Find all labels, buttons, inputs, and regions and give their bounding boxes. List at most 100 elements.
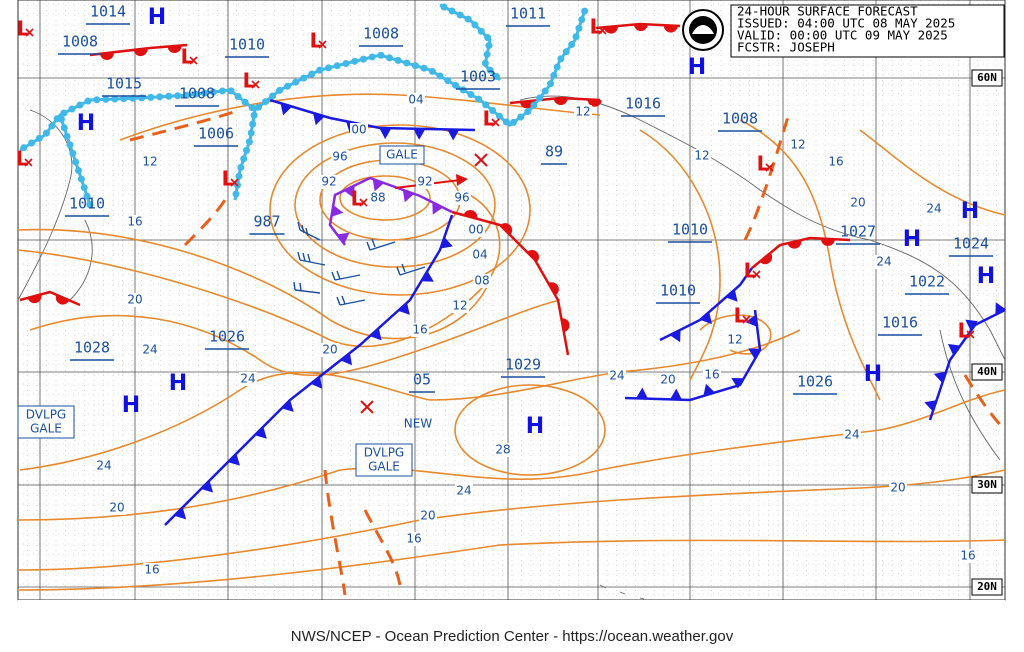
low-center: L [757, 152, 770, 176]
lat-label: 40N [977, 365, 997, 378]
front-triangle [398, 302, 410, 315]
low-center: L [958, 319, 971, 343]
coast-namerica [939, 329, 1001, 461]
trough-dot [192, 90, 200, 98]
front-semicircle [463, 209, 478, 219]
trough-dot [66, 141, 74, 149]
trough-dot [471, 21, 479, 29]
trough-dot [35, 134, 43, 142]
pressure-label: 1011 [510, 5, 546, 23]
front-triangle [440, 237, 453, 249]
trough-dot [509, 118, 517, 126]
high-center: H [864, 362, 882, 387]
pressure-label: 1027 [840, 223, 876, 241]
front-triangle [227, 453, 240, 466]
front-triangle [174, 507, 187, 520]
dvlpg-label: DVLPG [26, 408, 66, 422]
trough-dot [308, 70, 316, 78]
isobar [17, 389, 1006, 521]
trough-dot [444, 77, 452, 85]
isobar [17, 194, 501, 348]
isobar-label-bg [843, 428, 861, 442]
isobar-label-bg [659, 373, 677, 387]
lat-box [971, 476, 1003, 494]
trough-dot [183, 91, 191, 99]
front-triangle [432, 202, 444, 215]
front-triangle [933, 371, 947, 384]
isobar-label: 16 [704, 368, 719, 382]
isobar-label: 12 [452, 299, 467, 313]
trough-dot [475, 95, 483, 103]
isobar-label-bg [574, 105, 592, 119]
isobar-label: 12 [727, 333, 742, 347]
trough-dot [227, 87, 235, 95]
trough-dot [48, 122, 56, 130]
new-label: NEW [404, 417, 433, 431]
trough-dot [262, 98, 270, 106]
isobar-label: 16 [828, 155, 843, 169]
isobar-label-bg [453, 191, 471, 205]
isobar-label-bg [141, 155, 159, 169]
low-center: L [16, 147, 29, 171]
isobar-label-bg [693, 149, 711, 163]
footer: NWS/NCEP - Ocean Prediction Center - htt… [291, 628, 734, 645]
trough-dot [517, 113, 525, 121]
front-triangle [924, 400, 937, 412]
isobar-label-bg [108, 501, 126, 515]
isobar-label: 12 [575, 105, 590, 119]
trough-dot [93, 96, 101, 104]
cold-front [928, 308, 1006, 421]
front-triangle [331, 205, 344, 217]
front-semicircle [548, 282, 559, 296]
trough-dot [57, 115, 65, 123]
pressure-label: 1026 [209, 328, 245, 346]
trough-dot [482, 101, 490, 109]
isobar-label: 20 [660, 373, 675, 387]
lat-label: 20N [977, 580, 997, 593]
trough-dot [235, 172, 243, 180]
trough-dot [492, 72, 500, 80]
pressure-label: 1028 [74, 339, 110, 357]
front-semicircle [820, 238, 835, 246]
front-semicircle [603, 26, 618, 34]
isobar-label: 88 [370, 191, 385, 205]
isobar-label-bg [703, 368, 721, 382]
front-triangle [703, 383, 715, 396]
trough-dot [63, 132, 71, 140]
high-center: H [526, 414, 544, 439]
coast-alaska [519, 95, 1006, 361]
isobar-label-bg [126, 215, 144, 229]
trough-dot [459, 86, 467, 94]
low-center: L [590, 15, 603, 39]
front-triangle [669, 329, 681, 343]
isobar-label-bg [126, 293, 144, 307]
isobar-label-bg [239, 372, 257, 386]
isobar-label-bg [369, 191, 387, 205]
trough-dot [342, 60, 350, 68]
front-triangle [745, 314, 758, 327]
isobar [269, 124, 531, 296]
isobar [339, 175, 431, 221]
isobar-label: 12 [790, 138, 805, 152]
pressure-label: 1016 [625, 95, 661, 113]
pressure-label: 1008 [62, 33, 98, 51]
low-x [189, 56, 198, 65]
trough-dot [247, 129, 255, 137]
trough-dot [451, 81, 459, 89]
isobar [859, 129, 1006, 216]
isobar-label-bg [411, 323, 429, 337]
isobar-label: 92 [321, 175, 336, 189]
isobar [699, 314, 772, 355]
pressure-label: 1010 [69, 195, 105, 213]
front-triangle [700, 311, 712, 325]
trough-dot [394, 56, 402, 64]
front-semicircle [663, 25, 678, 33]
trough-dot [83, 192, 91, 200]
front-triangle [280, 103, 293, 116]
trough-dot [60, 109, 68, 117]
trough-dot [481, 59, 489, 67]
isobar-label: 16 [144, 563, 159, 577]
pressure-label: 1015 [106, 75, 142, 93]
gale-label: GALE [386, 148, 418, 162]
pressure-label: 89 [545, 143, 563, 161]
